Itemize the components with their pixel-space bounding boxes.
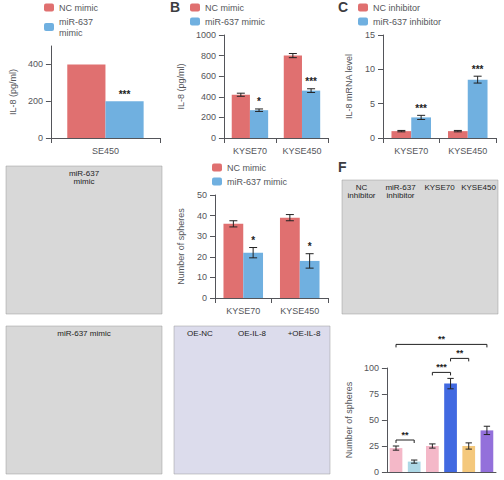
svg-text:600: 600 xyxy=(201,71,216,81)
svg-text:Number of spheres: Number of spheres xyxy=(176,208,186,285)
svg-text:200: 200 xyxy=(28,96,43,106)
svg-text:NC mimic: NC mimic xyxy=(205,3,244,13)
svg-text:miR-637: miR-637 xyxy=(385,182,416,192)
svg-text:*: * xyxy=(308,241,312,252)
svg-text:50: 50 xyxy=(369,415,379,425)
svg-text:10: 10 xyxy=(197,272,207,282)
svg-text:0: 0 xyxy=(38,133,43,143)
svg-text:miR-637: miR-637 xyxy=(59,17,93,27)
svg-text:KYSE450: KYSE450 xyxy=(448,146,487,156)
svg-text:*: * xyxy=(257,96,261,107)
svg-text:400: 400 xyxy=(201,92,216,102)
svg-text:miR-637: miR-637 xyxy=(68,168,100,178)
svg-text:mimic: mimic xyxy=(74,177,95,186)
svg-text:1000: 1000 xyxy=(196,30,216,40)
svg-text:**: ** xyxy=(456,348,464,358)
svg-text:KYSE450: KYSE450 xyxy=(282,146,321,156)
svg-text:miR-637 mimic: miR-637 mimic xyxy=(57,329,110,338)
svg-text:Number of spheres: Number of spheres xyxy=(344,381,354,458)
svg-text:400: 400 xyxy=(28,59,43,69)
svg-text:***: *** xyxy=(305,76,317,87)
svg-text:0: 0 xyxy=(374,467,379,477)
svg-text:KYSE70: KYSE70 xyxy=(424,183,455,192)
svg-text:0: 0 xyxy=(202,293,207,303)
svg-text:40: 40 xyxy=(197,211,207,221)
svg-text:*: * xyxy=(251,235,255,246)
svg-text:+OE-IL-8: +OE-IL-8 xyxy=(288,329,321,338)
svg-text:B: B xyxy=(170,0,180,15)
svg-text:mimic: mimic xyxy=(59,28,83,38)
svg-text:**: ** xyxy=(438,334,446,344)
svg-text:F: F xyxy=(338,160,347,175)
svg-text:10: 10 xyxy=(365,64,375,74)
svg-text:50: 50 xyxy=(197,190,207,200)
svg-text:75: 75 xyxy=(369,389,379,399)
svg-text:IL-8 (pg/ml): IL-8 (pg/ml) xyxy=(176,63,186,109)
svg-text:***: *** xyxy=(415,103,427,114)
svg-text:***: *** xyxy=(472,64,484,75)
svg-text:0: 0 xyxy=(211,133,216,143)
svg-text:25: 25 xyxy=(369,441,379,451)
svg-text:***: *** xyxy=(436,362,447,372)
svg-text:NC inhibitor: NC inhibitor xyxy=(373,3,420,13)
svg-text:800: 800 xyxy=(201,51,216,61)
svg-text:KYSE450: KYSE450 xyxy=(461,183,496,192)
svg-text:KYSE70: KYSE70 xyxy=(233,146,267,156)
svg-text:OE-IL-8: OE-IL-8 xyxy=(238,329,267,338)
svg-text:15: 15 xyxy=(365,30,375,40)
svg-text:KYSE70: KYSE70 xyxy=(394,146,428,156)
svg-text:miR-637 inhibitor: miR-637 inhibitor xyxy=(373,17,441,27)
svg-text:**: ** xyxy=(402,430,410,440)
svg-text:0: 0 xyxy=(370,133,375,143)
svg-text:NC: NC xyxy=(355,182,368,192)
svg-text:miR-637 mimic: miR-637 mimic xyxy=(205,17,266,27)
svg-text:OE-NC: OE-NC xyxy=(187,329,213,338)
svg-text:KYSE70: KYSE70 xyxy=(226,306,260,316)
svg-text:200: 200 xyxy=(201,112,216,122)
svg-text:C: C xyxy=(338,0,348,15)
svg-text:NC mimic: NC mimic xyxy=(59,3,98,13)
svg-text:IL-8 (pg/ml): IL-8 (pg/ml) xyxy=(8,69,18,115)
svg-text:30: 30 xyxy=(197,231,207,241)
svg-text:100: 100 xyxy=(364,363,379,373)
svg-text:SE450: SE450 xyxy=(92,146,119,156)
svg-text:5: 5 xyxy=(370,99,375,109)
svg-text:IL-8 mRNA level: IL-8 mRNA level xyxy=(344,54,354,119)
svg-text:***: *** xyxy=(119,89,131,100)
svg-text:inhibitor: inhibitor xyxy=(386,191,414,200)
svg-text:20: 20 xyxy=(197,252,207,262)
svg-text:inhibitor: inhibitor xyxy=(347,191,375,200)
svg-text:NC mimic: NC mimic xyxy=(227,163,266,173)
svg-text:miR-637 mimic: miR-637 mimic xyxy=(227,177,288,187)
svg-text:KYSE450: KYSE450 xyxy=(280,306,319,316)
